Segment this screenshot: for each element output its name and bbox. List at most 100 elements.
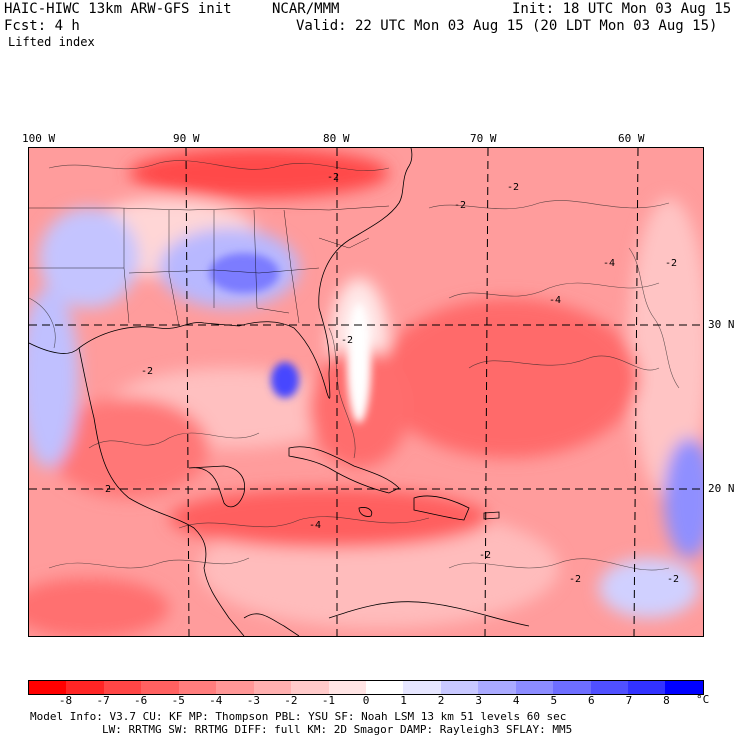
state-border [253,209,290,314]
colorbar-tick-label: -2 [284,694,298,707]
model-title: HAIC-HIWC 13km ARW-GFS init [4,1,232,17]
model-info-line1: Model Info: V3.7 CU: KF MP: Thompson PBL… [30,710,567,723]
contour-label: -2 [507,182,519,193]
lon-line-60w [633,148,639,636]
field-stable-core [271,362,299,398]
yucatan-peninsula [188,465,246,508]
contour-line [178,516,430,529]
contour-line [328,327,356,459]
colorbar-tick-label: 0 [362,694,370,707]
colorbar-tick-label: 2 [437,694,445,707]
colorbar-tick-label: 1 [400,694,407,707]
colorbar-cell [178,681,217,694]
cuba-island [288,446,400,494]
field-strong-patch [129,148,389,198]
contour-line [468,355,660,371]
lon-label-80w: 80 W [323,132,350,145]
state-borders [29,205,390,327]
colorbar-tick-label: 7 [625,694,633,707]
init-time: Init: 18 UTC Mon 03 Aug 15 [512,1,732,17]
state-border [128,267,320,274]
contour-label: -4 [309,520,321,531]
colorbar-tick-label: -3 [246,694,260,707]
coastlines [29,148,530,636]
colorbar-tick-label: 6 [588,694,595,707]
colorbar-cell [29,681,67,694]
lon-label-90w: 90 W [173,132,200,145]
colorbar-tick-label: 5 [550,694,558,707]
colorbar-tick-label: -7 [96,694,110,707]
lifted-index-map: -2 -2 -2 -2 -4 -2 -4 -2 -2 -4 -2 -2 -2 [28,147,704,637]
field-stable-patch [599,558,699,618]
colorbar-cell [515,681,554,694]
field-neutral-core [347,303,371,423]
colorbar-tick-label: -6 [134,694,148,707]
map-canvas: -2 -2 -2 -2 -4 -2 -4 -2 -2 -4 -2 -2 -2 [29,148,703,636]
lon-label-60w: 60 W [618,132,645,145]
colorbar-tick-label: -5 [171,694,185,707]
contour-label: -4 [603,258,615,269]
colorbar-cell [478,681,516,694]
colorbar-cell [628,681,666,694]
field-stable-patch [39,208,139,308]
colorbar [28,680,704,695]
field-strong-patch [29,578,169,636]
colorbar-labels: -8 -7 -6 -5 -4 -3 -2 -1 0 1 2 3 4 5 6 7 8 [28,694,704,708]
lat-label-30n: 30 N [708,318,735,331]
contour-line [88,432,260,449]
state-border [118,205,390,211]
contour-label-group: -2 -2 -2 -2 -4 -2 -4 -2 -2 -4 -2 -2 -2 [99,172,679,585]
contour-line [428,200,670,210]
colorbar-cell [141,681,179,694]
lon-label-100w: 100 W [22,132,56,145]
colorbar-cell [291,681,329,694]
field-stable-patch [664,438,703,558]
colorbar-tick-label: -1 [321,694,336,707]
colorbar-cell [216,681,254,694]
contour-line [628,247,680,389]
contour-label: -2 [454,200,466,211]
state-border [29,207,124,269]
contour-label: -2 [327,172,339,183]
contour-label: -4 [549,295,561,306]
colorbar-tick-label: -4 [209,694,223,707]
field-strong-patch [169,488,489,548]
puerto-rico-island [483,511,500,520]
contour-label: -2 [99,484,111,495]
graticule [29,148,703,636]
valid-time: Valid: 22 UTC Mon 03 Aug 15 (20 LDT Mon … [296,18,718,34]
colorbar-cell [253,681,292,694]
contour-label: -2 [341,335,353,346]
field-strong-patch [49,398,209,498]
field-stable-patch [29,288,79,468]
field-stable-core [209,253,279,293]
colorbar-cell [590,681,628,694]
lat-label-20n: 20 N [708,482,735,495]
field-light-patch [629,198,703,498]
lon-label-70w: 70 W [470,132,497,145]
colorbar-cell [553,681,591,694]
lon-line-70w [484,148,489,636]
colorbar-cell [665,681,703,694]
contour-line [448,282,660,299]
colorbar-tick-label: 4 [512,694,520,707]
colorbar-cell [103,681,142,694]
contour-line [29,297,56,349]
forecast-hour: Fcst: 4 h [4,18,80,34]
colorbar-tick-label: 8 [663,694,670,707]
contour-label: -2 [569,574,581,585]
contour-label: -2 [667,574,679,585]
colorbar-cell [403,681,441,694]
colorbar-cell [365,681,404,694]
contour-label: -2 [479,550,491,561]
field-name: Lifted index [8,35,95,49]
colorbar-cell [440,681,479,694]
model-info-line2: LW: RRTMG SW: RRTMG DIFF: full KM: 2D Sm… [102,723,573,736]
org-label: NCAR/MMM [272,1,340,17]
south-america-coast [328,601,530,627]
contour-label: -2 [665,258,677,269]
central-america-coast [243,613,300,636]
us-gulf-east-coast [29,148,413,399]
state-border [318,237,370,249]
colorbar-cell [66,681,104,694]
